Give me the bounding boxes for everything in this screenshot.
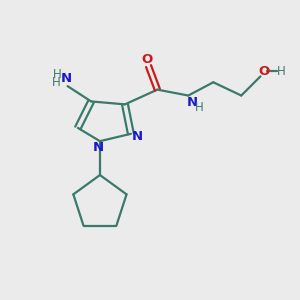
Text: H: H — [53, 68, 62, 81]
Text: H: H — [51, 76, 60, 89]
Text: H: H — [277, 64, 286, 78]
Text: O: O — [258, 64, 270, 78]
Text: N: N — [132, 130, 143, 143]
Text: N: N — [187, 95, 198, 109]
Text: O: O — [141, 53, 153, 66]
Text: N: N — [93, 141, 104, 154]
Text: N: N — [61, 72, 72, 85]
Text: H: H — [195, 101, 204, 114]
